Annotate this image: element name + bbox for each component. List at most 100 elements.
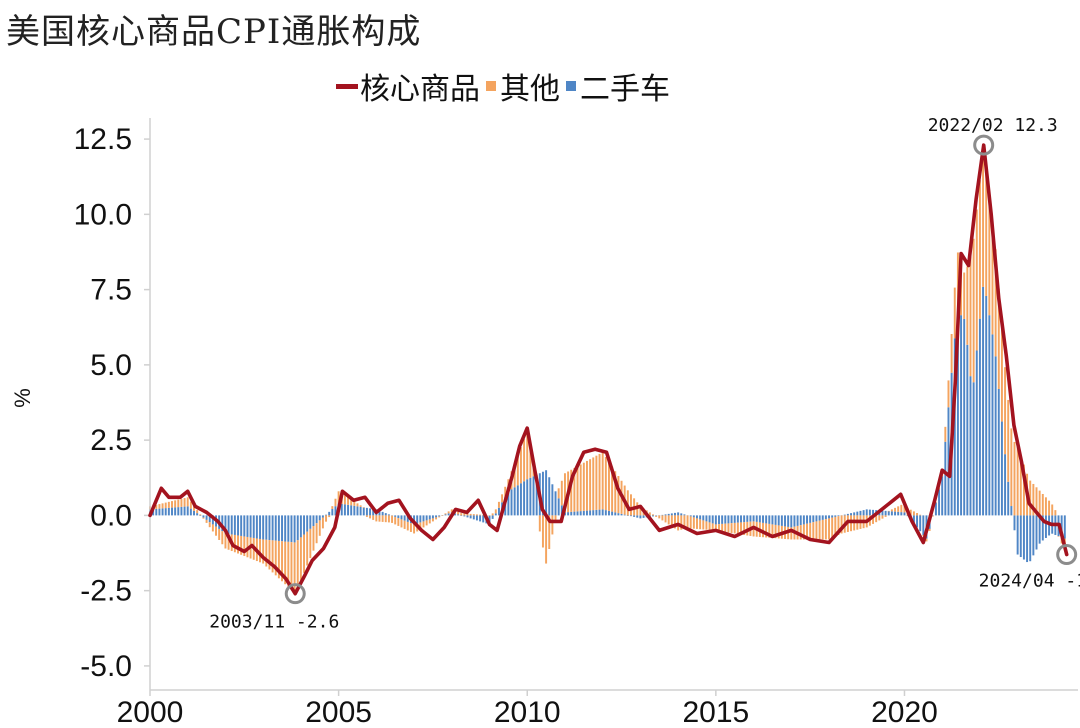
used-car-bar: [463, 515, 466, 517]
used-car-bar: [378, 510, 381, 516]
y-tick-label: -2.5: [80, 575, 132, 608]
other-bar: [387, 515, 390, 523]
other-bar: [626, 490, 629, 516]
used-car-bar: [708, 515, 711, 523]
y-tick-label: 12.5: [74, 123, 132, 156]
other-bar: [1013, 441, 1016, 516]
used-car-bar: [623, 514, 626, 516]
used-car-bar: [749, 515, 752, 522]
other-bar: [227, 533, 230, 550]
other-bar: [523, 439, 526, 482]
used-car-bar: [541, 471, 544, 516]
used-car-bar: [589, 510, 592, 516]
used-car-bar: [422, 515, 425, 522]
other-bar: [652, 514, 654, 516]
used-car-bar: [746, 515, 749, 522]
used-car-bar: [724, 515, 727, 524]
other-bar: [790, 527, 793, 540]
used-car-bar: [982, 286, 985, 516]
used-car-bar: [356, 506, 359, 516]
other-bar: [604, 456, 607, 511]
used-car-bar: [331, 509, 334, 516]
legend-item-core-goods: 核心商品: [336, 64, 480, 108]
used-car-bar: [705, 515, 708, 522]
other-bar: [290, 542, 293, 591]
used-car-bar: [535, 474, 538, 516]
annotation-marker: [284, 583, 306, 605]
used-car-bar: [740, 515, 742, 523]
other-bar: [994, 249, 997, 357]
other-bar: [733, 522, 736, 534]
used-car-bar: [1044, 515, 1047, 538]
used-car-bar: [255, 515, 258, 539]
y-tick-label: 5.0: [90, 349, 132, 382]
other-bar: [570, 469, 573, 512]
used-car-bar: [469, 515, 472, 519]
used-car-bar: [403, 515, 406, 521]
used-car-bar: [230, 515, 233, 535]
other-bar: [494, 509, 497, 514]
other-bar: [516, 455, 519, 486]
used-car-bar: [513, 487, 516, 516]
other-bar: [1035, 487, 1038, 516]
used-car-bar: [171, 507, 173, 516]
other-bar: [419, 522, 422, 530]
used-car-bar: [315, 515, 318, 524]
used-car-bar: [718, 515, 720, 525]
used-car-bar: [859, 510, 862, 516]
used-car-bar: [784, 515, 786, 527]
other-bar: [736, 522, 739, 534]
used-car-bar: [306, 515, 309, 532]
used-car-bar: [755, 515, 758, 522]
other-bar: [664, 515, 667, 523]
y-tick-label: 0.0: [90, 499, 132, 532]
used-car-bar: [868, 509, 871, 516]
used-car-bar: [727, 515, 730, 524]
other-bar: [560, 480, 563, 506]
legend-line-swatch: [336, 83, 358, 89]
other-bar: [881, 515, 884, 519]
other-bar: [831, 517, 834, 538]
used-car-bar: [362, 507, 365, 516]
legend: 核心商品 其他 二手车: [336, 64, 676, 108]
other-bar: [306, 531, 309, 566]
used-car-bar: [592, 510, 595, 516]
used-car-bar: [419, 515, 422, 523]
used-car-bar: [274, 515, 277, 541]
used-car-bar: [818, 515, 821, 521]
used-car-bar: [325, 514, 328, 516]
used-car-bar: [428, 515, 431, 520]
used-car-bar: [802, 515, 805, 525]
other-bar: [595, 455, 598, 510]
used-car-bar: [167, 507, 170, 516]
legend-item-used-cars: 二手车: [566, 64, 670, 108]
other-bar: [1038, 490, 1041, 516]
used-car-bar: [941, 476, 944, 516]
used-car-bar: [570, 511, 573, 516]
used-car-bar: [903, 512, 906, 516]
other-bar: [183, 498, 186, 507]
used-car-bar: [1016, 515, 1019, 555]
used-car-bar: [277, 515, 280, 541]
other-bar: [488, 515, 491, 516]
used-car-bar: [815, 515, 818, 522]
used-car-bar: [916, 515, 919, 528]
used-car-bar: [262, 515, 265, 540]
other-bar: [299, 537, 302, 581]
other-bar: [1051, 504, 1054, 516]
used-car-bar: [872, 509, 875, 516]
used-car-bar: [787, 515, 790, 527]
other-bar: [359, 505, 362, 507]
used-car-bar: [699, 515, 702, 520]
other-bar: [243, 536, 246, 557]
used-car-bar: [601, 509, 604, 516]
other-bar: [193, 505, 195, 511]
used-car-bar: [221, 515, 224, 532]
other-bar: [834, 516, 837, 537]
y-tick-label: 10.0: [74, 198, 132, 231]
used-car-bar: [865, 509, 868, 516]
other-bar: [711, 523, 714, 531]
used-car-bar: [1038, 515, 1041, 544]
other-bar: [205, 519, 208, 523]
other-bar: [777, 525, 780, 539]
